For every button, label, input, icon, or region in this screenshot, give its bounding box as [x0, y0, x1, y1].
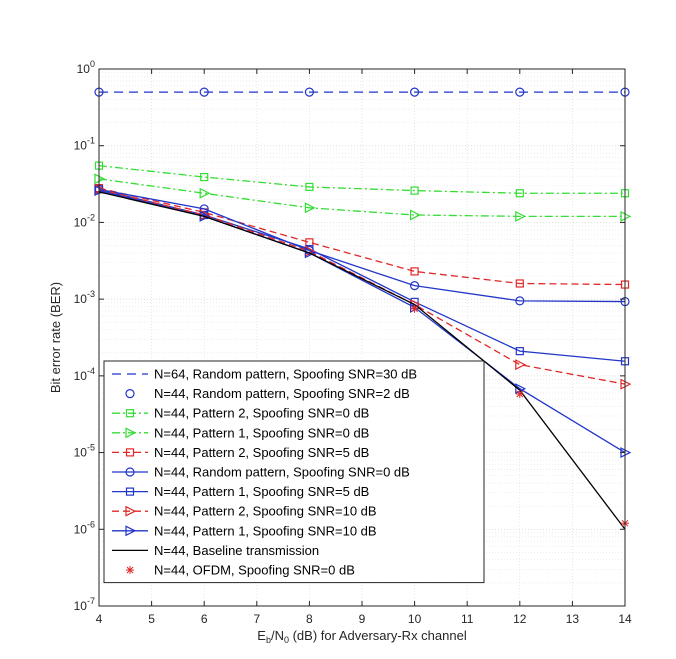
data-point-triangle: [304, 247, 316, 259]
data-point-triangle: [125, 525, 137, 537]
series: [94, 161, 630, 198]
legend-label: N=44, Pattern 2, Spoofing SNR=5 dB: [154, 445, 369, 460]
data-point-triangle: [410, 209, 421, 221]
data-point-triangle: [515, 210, 527, 222]
legend-label: N=44, Pattern 1, Spoofing SNR=10 dB: [154, 523, 377, 538]
legend-entry: N=44, Random pattern, Spoofing SNR=2 dB: [125, 386, 410, 401]
legend-entry: N=44, Pattern 1, Spoofing SNR=0 dB: [112, 425, 369, 440]
data-point-triangle: [125, 505, 137, 517]
x-tick-label: 14: [618, 612, 632, 626]
x-tick-label: 12: [513, 612, 527, 626]
asterisk-stroke: [411, 305, 418, 313]
series: [98, 191, 626, 530]
legend-label: N=64, Random pattern, Spoofing SNR=30 dB: [154, 367, 417, 382]
legend-entry: N=64, Random pattern, Spoofing SNR=30 dB: [112, 367, 417, 382]
data-point-circle: [410, 281, 420, 291]
legend-label: N=44, Pattern 2, Spoofing SNR=0 dB: [154, 406, 369, 421]
series-layer: [94, 87, 632, 530]
data-point-circle: [410, 87, 420, 97]
series-line: [98, 187, 626, 286]
data-point-square: [125, 448, 135, 457]
y-tick-label: 10-5: [74, 443, 95, 460]
data-point-asterisk: [126, 566, 134, 574]
legend-label: N=44, Pattern 2, Spoofing SNR=10 dB: [154, 504, 377, 519]
y-tick-label: 10-1: [74, 136, 95, 153]
axis-ticks: 4 5 6 7 8 9 10 11 12 13 14 10-7 10-6 10-5 10-4 10-3 10-2…: [74, 59, 632, 626]
data-point-square: [515, 189, 524, 198]
data-point-square: [125, 409, 135, 418]
legend-label: N=44, Pattern 1, Spoofing SNR=5 dB: [154, 484, 369, 499]
data-point-asterisk: [515, 390, 524, 399]
x-tick-label: 4: [96, 612, 103, 626]
x-tick-label: 9: [359, 612, 366, 626]
data-point-square: [410, 186, 419, 195]
data-point-square: [515, 347, 524, 356]
legend: N=64, Random pattern, Spoofing SNR=30 dB…: [103, 360, 485, 584]
asterisk-stroke: [126, 566, 134, 574]
y-tick-label: 100: [77, 59, 95, 76]
legend-entry: N=44, Baseline transmission: [112, 543, 319, 558]
legend-box: [103, 360, 485, 584]
legend-entry: N=44, Pattern 2, Spoofing SNR=5 dB: [112, 445, 369, 460]
data-point-triangle: [515, 359, 527, 371]
series-line: [98, 164, 625, 194]
y-tick-label: 10-6: [74, 519, 95, 536]
y-tick-label: 10-4: [74, 366, 95, 383]
data-point-square: [305, 182, 314, 192]
data-point-square: [125, 487, 135, 496]
data-point-asterisk: [410, 304, 419, 313]
x-axis-label: Eb/N0 (dB) for Adversary-Rx channel: [257, 628, 467, 645]
legend-label: N=44, Baseline transmission: [154, 543, 319, 558]
x-tick-label: 11: [461, 612, 474, 626]
data-point-square: [200, 172, 209, 182]
legend-entry: N=44, Pattern 2, Spoofing SNR=0 dB: [112, 406, 369, 421]
legend-label: N=44, OFDM, Spoofing SNR=0 dB: [154, 563, 355, 578]
x-tick-label: 7: [253, 612, 260, 626]
x-tick-label: 13: [566, 612, 580, 626]
legend-entry: N=44, Pattern 2, Spoofing SNR=10 dB: [112, 504, 377, 519]
data-point-circle: [515, 87, 525, 97]
data-point-circle: [125, 389, 135, 399]
legend-entry: N=44, OFDM, Spoofing SNR=0 dB: [126, 563, 355, 578]
x-tick-label: 8: [306, 612, 313, 626]
legend-entry: N=44, Pattern 1, Spoofing SNR=5 dB: [112, 484, 369, 499]
data-point-circle: [304, 87, 314, 97]
y-axis-label: Bit error rate (BER): [48, 282, 63, 393]
asterisk-stroke: [516, 390, 524, 398]
x-tick-label: 5: [148, 612, 155, 626]
data-point-triangle: [304, 202, 316, 214]
data-point-triangle: [125, 427, 137, 439]
y-tick-label: 10-3: [74, 289, 95, 306]
legend-label: N=44, Random pattern, Spoofing SNR=0 dB: [154, 465, 410, 480]
y-tick-label: 10-2: [74, 212, 95, 229]
legend-entry: N=44, Pattern 1, Spoofing SNR=10 dB: [112, 523, 377, 538]
data-point-square: [410, 267, 419, 276]
data-point-triangle: [199, 187, 211, 199]
y-tick-label: 10-7: [74, 596, 95, 613]
series-line: [98, 188, 626, 303]
data-point-triangle: [199, 210, 211, 222]
series-line: [98, 188, 626, 385]
data-point-circle: [199, 87, 209, 97]
legend-label: N=44, Pattern 1, Spoofing SNR=0 dB: [154, 425, 369, 440]
data-point-square: [515, 279, 524, 288]
series-line: [98, 191, 626, 530]
data-point-circle: [515, 296, 525, 306]
x-tick-label: 6: [201, 612, 208, 626]
x-tick-label: 10: [408, 612, 422, 626]
legend-label: N=44, Random pattern, Spoofing SNR=2 dB: [154, 386, 410, 401]
legend-entry: N=44, Random pattern, Spoofing SNR=0 dB: [112, 465, 410, 480]
data-point-circle: [125, 467, 135, 477]
